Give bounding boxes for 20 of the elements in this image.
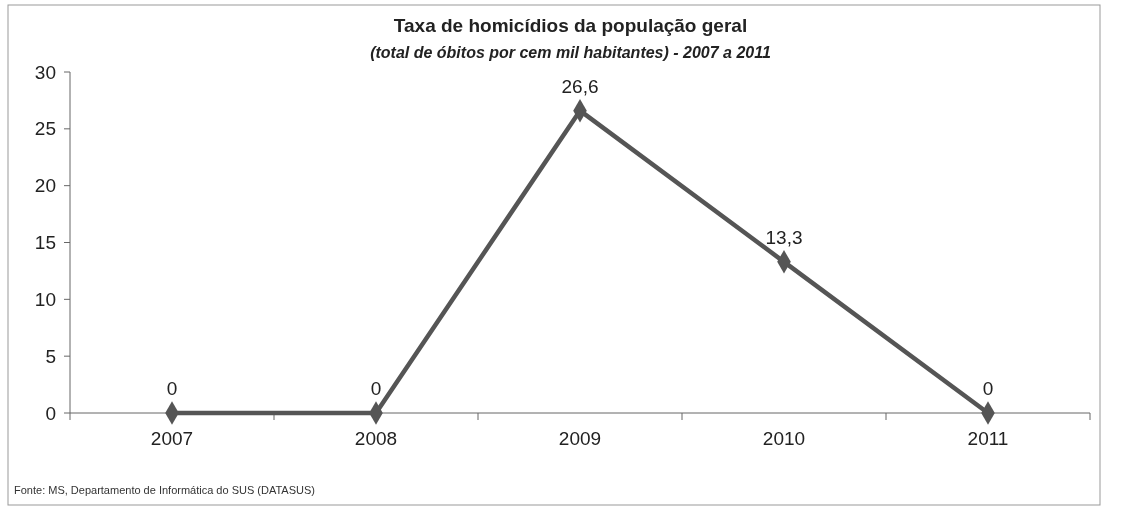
text: 0 [166,378,178,399]
chart-title: Taxa de homicídios da população geral [393,15,748,36]
y-tick-label: 30 [34,61,56,83]
y-tick-label: 5 [45,345,56,367]
x-tick-label: 2007 [150,428,194,449]
y-tick-label: 25 [34,118,56,140]
text: 13,3 [765,226,803,248]
x-tick-label: 2008 [354,428,398,449]
text: 26,6 [561,75,599,97]
x-tick-label: 2009 [558,428,602,449]
text: 0 [370,378,382,399]
y-tick-label: 0 [45,402,56,424]
y-tick-label: 10 [34,288,56,310]
y-tick-label: 20 [34,175,56,197]
chart-subtitle: (total de óbitos por cem mil habitantes) - 2007 a 2011 [370,44,771,61]
text: 0 [982,378,994,399]
x-tick-label: 2010 [762,428,806,449]
y-tick-label: 15 [34,232,56,254]
x-tick-label: 2011 [967,428,1009,449]
source-note: Fonte: MS, Departamento de Informática do SUS (DATASUS) [14,484,315,496]
